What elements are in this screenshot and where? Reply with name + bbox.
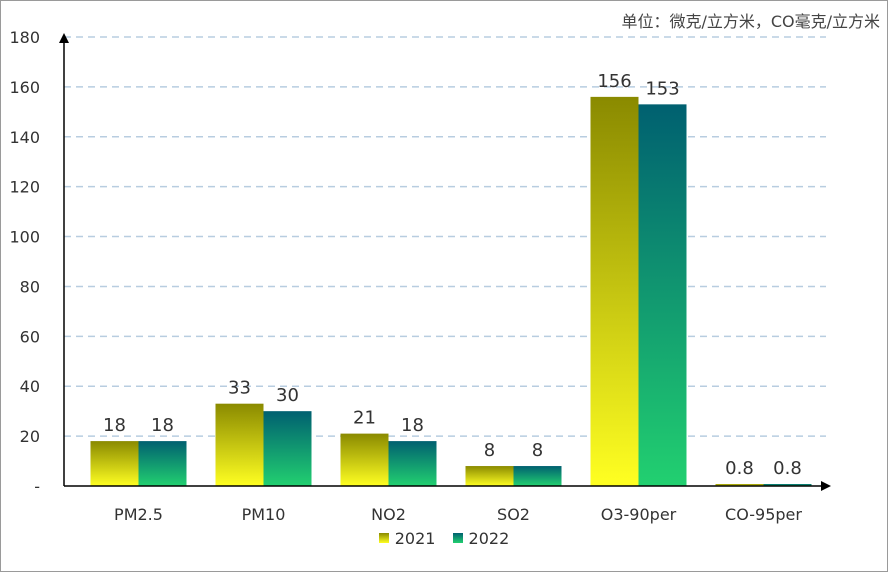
y-tick-label: 180 [9,28,40,47]
bar-2022-O3-90per[interactable] [638,104,687,486]
data-labels: 18 18 33 30 21 18 8 8 156 153 0.8 0.8 [103,71,802,479]
unit-label: 单位：微克/立方米，CO毫克/立方米 [621,12,880,31]
bar-2021-NO2[interactable] [340,433,389,486]
legend: 2021 2022 [0,528,888,548]
data-label-2021-CO-95per: 0.8 [725,458,754,479]
y-tick-label: 120 [9,178,40,197]
bar-2021-PM2.5[interactable] [90,441,139,486]
bar-2022-CO-95per[interactable] [763,484,812,486]
y-axis-ticks: - 20 40 60 80 100 120 140 160 180 [9,28,40,496]
y-tick-label: 160 [9,78,40,97]
bar-2022-NO2[interactable] [388,441,437,486]
data-label-2022-PM10: 30 [276,385,299,406]
x-category-label: SO2 [497,505,530,524]
y-tick-label: 20 [20,427,40,446]
legend-label-2021: 2021 [394,528,436,548]
y-tick-label: 40 [20,377,40,396]
data-label-2022-PM2.5: 18 [151,415,174,436]
bar-2021-SO2[interactable] [465,466,514,486]
x-category-label: O3-90per [601,505,677,524]
x-category-label: PM10 [242,505,286,524]
legend-swatch-2021 [378,533,389,543]
data-label-2022-NO2: 18 [401,415,424,436]
bar-2022-PM10[interactable] [263,411,312,486]
bar-2022-SO2[interactable] [513,466,562,486]
bar-2021-O3-90per[interactable] [590,96,639,486]
gridlines [64,36,826,437]
data-label-2021-PM2.5: 18 [103,415,126,436]
data-label-2022-CO-95per: 0.8 [773,458,802,479]
legend-swatch-2022 [452,533,463,543]
data-label-2022-SO2: 8 [532,440,543,461]
legend-item-2022[interactable]: 2022 [452,528,510,548]
x-category-label: NO2 [371,505,406,524]
data-label-2022-O3-90per: 153 [645,78,679,99]
x-category-label: CO-95per [725,505,802,524]
y-tick-label: 100 [9,228,40,247]
y-tick-label: - [34,477,40,496]
data-label-2021-O3-90per: 156 [597,71,631,92]
bar-2021-CO-95per[interactable] [715,484,764,486]
y-tick-label: 80 [20,277,40,296]
data-label-2021-NO2: 21 [353,408,376,429]
y-tick-label: 60 [20,327,40,346]
x-axis-categories: PM2.5 PM10 NO2 SO2 O3-90per CO-95per [114,505,802,524]
bar-2021-PM10[interactable] [215,403,264,486]
x-category-label: PM2.5 [114,505,163,524]
legend-label-2022: 2022 [468,528,510,548]
data-label-2021-SO2: 8 [484,440,495,461]
y-tick-label: 140 [9,128,40,147]
bar-2022-PM2.5[interactable] [138,441,187,486]
bars [90,96,812,486]
data-label-2021-PM10: 33 [228,378,251,399]
legend-item-2021[interactable]: 2021 [378,528,436,548]
